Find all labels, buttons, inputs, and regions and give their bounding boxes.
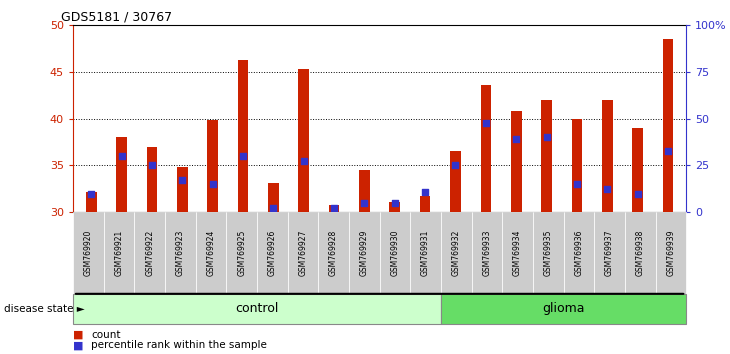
Point [389,200,401,206]
Text: GSM769937: GSM769937 [605,230,614,276]
Point [267,205,279,211]
Bar [572,119,583,212]
Point [631,191,643,196]
Text: GSM769923: GSM769923 [176,230,185,276]
Text: GSM769933: GSM769933 [483,230,491,276]
Point [450,162,461,168]
Point [85,191,97,196]
Point [571,181,583,187]
Text: GSM769924: GSM769924 [207,230,215,276]
Text: GSM769932: GSM769932 [452,230,461,276]
Text: count: count [91,330,120,340]
Point [510,136,522,142]
Text: GDS5181 / 30767: GDS5181 / 30767 [61,11,172,24]
Bar [541,100,552,212]
Text: ■: ■ [73,330,83,340]
Text: GSM769928: GSM769928 [329,230,338,276]
Text: control: control [235,302,279,315]
Text: GSM769935: GSM769935 [544,230,553,276]
Bar [86,192,96,212]
Bar [602,100,612,212]
Text: disease state ►: disease state ► [4,304,85,314]
Bar [268,183,279,212]
Text: GSM769922: GSM769922 [145,230,154,276]
Bar [390,202,400,212]
Text: glioma: glioma [542,302,585,315]
Text: percentile rank within the sample: percentile rank within the sample [91,341,267,350]
Text: GSM769934: GSM769934 [513,230,522,276]
Point [419,189,431,195]
Point [480,120,492,126]
Text: GSM769929: GSM769929 [360,230,369,276]
Point [602,186,613,192]
Bar [116,137,127,212]
Text: GSM769920: GSM769920 [84,230,93,276]
Bar [299,69,309,212]
Bar [147,147,157,212]
Text: GSM769936: GSM769936 [575,230,583,276]
Text: GSM769931: GSM769931 [421,230,430,276]
Bar [177,167,188,212]
Text: GSM769927: GSM769927 [299,230,307,276]
Point [177,177,188,182]
Bar [420,195,431,212]
Point [116,153,128,159]
Bar [632,128,643,212]
Point [662,149,674,154]
Text: GSM769939: GSM769939 [666,230,675,276]
Text: GSM769925: GSM769925 [237,230,246,276]
Bar [328,205,339,212]
Text: GSM769930: GSM769930 [391,230,399,276]
Point [207,181,218,187]
Point [237,153,249,159]
Bar [663,39,673,212]
Bar [359,170,369,212]
Text: GSM769921: GSM769921 [115,230,123,276]
Point [146,162,158,168]
Point [298,158,310,164]
Bar [207,120,218,212]
Bar [238,61,248,212]
Bar [511,111,521,212]
Text: ■: ■ [73,341,83,350]
Point [328,205,340,211]
Text: GSM769926: GSM769926 [268,230,277,276]
Text: GSM769938: GSM769938 [636,230,645,276]
Point [541,135,553,140]
Bar [480,85,491,212]
Bar [450,152,461,212]
Point [358,200,370,206]
